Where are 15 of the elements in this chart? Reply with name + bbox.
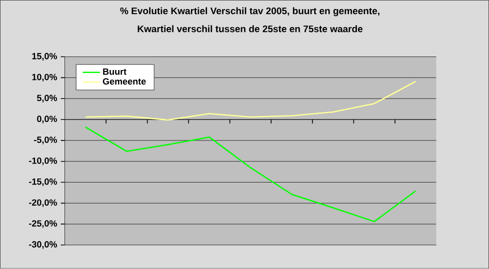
legend-label: Gemeente	[102, 78, 146, 85]
y-tick-label: -20,0%	[29, 199, 58, 208]
chart-title: % Evolutie Kwartiel Verschil tav 2005, buurt en gemeente,	[120, 7, 380, 16]
y-tick-label: -15,0%	[29, 178, 58, 186]
line-series	[84, 126, 416, 222]
y-tick-label: 10,0%	[32, 74, 58, 82]
y-tick-label: -10,0%	[29, 158, 58, 166]
y-tick-label: 0,0%	[37, 116, 58, 124]
y-tick-label: -30,0%	[29, 241, 58, 249]
y-tick-label: -5,0%	[34, 136, 58, 144]
legend-label: Buurt	[103, 68, 126, 75]
y-tick-label: -25,0%	[29, 220, 58, 228]
y-tick-label: 5,0%	[36, 94, 58, 103]
chart-subtitle: Kwartiel verschil tussen de 25ste en 75ste waarde	[138, 25, 363, 32]
y-tick-label: 15,0%	[32, 53, 58, 61]
